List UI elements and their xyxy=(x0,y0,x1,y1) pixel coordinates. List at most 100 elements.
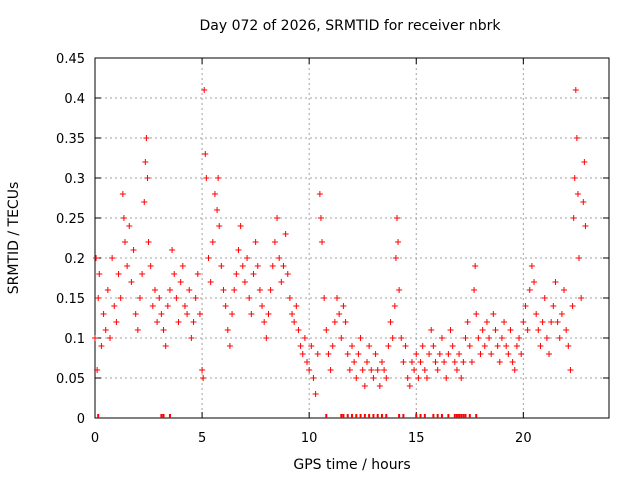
tick-labels: 0 0.05 0.1 0.15 0.2 0.25 0.3 0.35 0.4 0.45 0 5 10 15 2… xyxy=(56,52,532,446)
data-point xyxy=(319,239,326,245)
data-point xyxy=(438,335,445,341)
data-point xyxy=(121,239,128,245)
y-tick-label: 0.05 xyxy=(56,372,85,387)
data-point xyxy=(546,351,553,357)
data-point xyxy=(468,359,475,365)
data-point xyxy=(145,239,152,245)
data-point xyxy=(449,343,456,349)
y-tick-label: 0.2 xyxy=(64,252,85,267)
data-points xyxy=(92,87,589,397)
data-point xyxy=(261,319,268,325)
data-point xyxy=(436,351,443,357)
data-point xyxy=(222,303,229,309)
data-point xyxy=(353,375,360,381)
y-tick-label: 0.3 xyxy=(64,172,85,187)
data-point xyxy=(509,359,516,365)
data-point xyxy=(543,335,550,341)
data-point xyxy=(160,327,167,333)
data-point xyxy=(453,367,460,373)
data-point xyxy=(149,303,156,309)
data-point xyxy=(408,359,415,365)
data-point xyxy=(175,319,182,325)
data-point xyxy=(120,215,127,221)
data-point xyxy=(297,343,304,349)
data-point xyxy=(548,319,555,325)
data-point xyxy=(359,367,366,373)
data-point xyxy=(447,327,454,333)
data-point xyxy=(156,295,163,301)
data-point xyxy=(241,279,248,285)
data-point xyxy=(490,311,497,317)
data-point xyxy=(119,191,126,197)
data-point xyxy=(398,335,405,341)
data-point xyxy=(417,359,424,365)
data-point xyxy=(344,351,351,357)
data-point xyxy=(113,319,120,325)
data-point xyxy=(216,223,223,229)
data-point xyxy=(184,311,191,317)
data-point xyxy=(423,375,430,381)
data-point xyxy=(486,335,493,341)
data-point xyxy=(349,343,355,349)
data-point xyxy=(374,367,381,373)
data-point xyxy=(552,279,559,285)
data-point xyxy=(263,335,270,341)
data-point xyxy=(336,311,343,317)
data-point xyxy=(209,239,216,245)
data-point xyxy=(441,359,448,365)
data-point xyxy=(252,239,259,245)
data-point xyxy=(462,335,469,341)
data-point xyxy=(556,335,563,341)
data-point xyxy=(581,159,588,165)
data-point xyxy=(237,223,244,229)
data-point xyxy=(115,271,122,277)
data-point xyxy=(202,151,209,157)
data-point xyxy=(456,351,463,357)
data-point xyxy=(267,287,274,293)
data-point xyxy=(317,215,324,221)
data-point xyxy=(385,343,392,349)
data-point xyxy=(430,343,437,349)
data-point xyxy=(494,343,501,349)
data-point xyxy=(162,343,169,349)
data-point xyxy=(421,367,428,373)
y-tick-label: 0.25 xyxy=(56,212,85,227)
data-point xyxy=(569,303,576,309)
data-point xyxy=(473,311,480,317)
data-point xyxy=(265,311,272,317)
grid-lines xyxy=(95,58,609,418)
data-point xyxy=(132,311,139,317)
data-point xyxy=(550,303,557,309)
data-point xyxy=(366,343,373,349)
data-point xyxy=(224,327,231,333)
data-point xyxy=(196,311,203,317)
x-tick-label: 0 xyxy=(91,431,99,446)
data-point xyxy=(98,343,105,349)
y-tick-label: 0.4 xyxy=(64,92,85,107)
data-point xyxy=(269,263,276,269)
data-point xyxy=(404,375,411,381)
data-point xyxy=(381,367,388,373)
data-point xyxy=(574,191,581,197)
y-tick-label: 0.35 xyxy=(56,132,85,147)
data-point xyxy=(310,375,317,381)
data-point xyxy=(428,327,435,333)
data-point xyxy=(284,271,291,277)
data-point xyxy=(248,311,255,317)
data-point xyxy=(173,295,180,301)
data-point xyxy=(567,367,574,373)
y-axis-label: SRMTID / TECUs xyxy=(6,182,22,295)
data-point xyxy=(372,351,379,357)
data-point xyxy=(177,279,184,285)
data-point xyxy=(92,335,98,341)
data-point xyxy=(278,279,285,285)
data-point xyxy=(572,87,579,93)
data-point xyxy=(458,375,465,381)
data-point xyxy=(507,327,514,333)
data-point xyxy=(136,295,143,301)
data-point xyxy=(400,359,407,365)
data-point xyxy=(201,87,208,93)
data-point xyxy=(498,335,505,341)
data-point xyxy=(104,287,111,293)
